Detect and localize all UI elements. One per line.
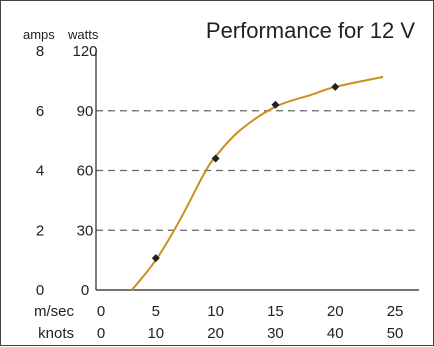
y-tick-label-watts: 30 [77,222,94,239]
x-tick-label-msec: 20 [327,303,344,320]
y-tick-label-amps: 6 [36,103,44,120]
x-tick-label-msec: 10 [207,303,224,320]
y-tick-label-amps: 4 [36,163,44,180]
x-tick-label-msec: 15 [267,303,284,320]
y-tick-label-watts: 120 [72,43,97,60]
x-tick-label-msec: 25 [387,303,404,320]
chart-title: Performance for 12 V [206,18,415,43]
y-tick-label-watts: 60 [77,163,94,180]
x-tick-label-knots: 0 [97,325,105,342]
x-axis-label-msec: m/sec [34,303,75,320]
x-tick-label-msec: 5 [152,303,160,320]
data-point-marker [271,100,280,109]
y-axis-label-amps: amps [23,27,55,42]
x-tick-label-knots: 30 [267,325,284,342]
x-tick-label-knots: 50 [387,325,404,342]
y-tick-label-amps: 8 [36,43,44,60]
x-tick-label-knots: 20 [207,325,224,342]
y-tick-label-watts: 90 [77,103,94,120]
y-tick-label-amps: 2 [36,222,44,239]
data-point-marker [211,154,220,163]
y-tick-label-watts: 0 [81,282,89,299]
series-line-0 [131,75,384,291]
data-point-marker [331,82,340,91]
x-tick-label-knots: 40 [327,325,344,342]
x-tick-label-msec: 0 [97,303,105,320]
y-tick-label-amps: 0 [36,282,44,299]
data-point-marker [151,254,160,263]
x-tick-label-knots: 10 [147,325,164,342]
x-axis-label-knots: knots [38,325,74,342]
y-axis-label-watts: watts [67,27,99,42]
